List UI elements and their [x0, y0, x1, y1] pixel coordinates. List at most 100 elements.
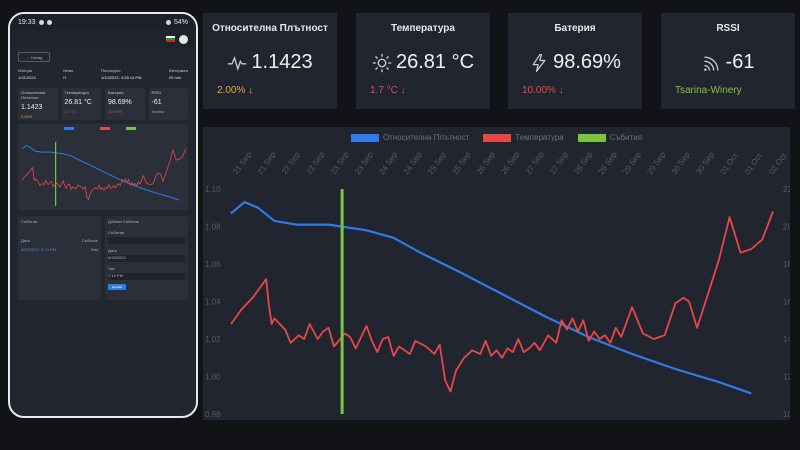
phone-time: 19:33: [18, 18, 36, 26]
phone-chart-svg: [21, 127, 187, 206]
phone-legend-swatch: [64, 127, 74, 130]
x-tick-label: 21 Sep: [231, 150, 253, 176]
phone-battery: 54%: [173, 18, 188, 26]
events-title: Събития: [21, 219, 38, 224]
density-card: Относителна Плътност 1.1423 2.00% ↓: [203, 13, 337, 109]
y-left-tick-label: 1.06: [205, 260, 221, 269]
main-chart: Относителна Плътност Температура Събития…: [203, 127, 792, 420]
y-right-tick-label: 16: [783, 298, 790, 307]
phone-screenshot: 19:33 54% ← Назад Избери 1/31/2022 Ниво H …: [8, 12, 198, 418]
x-tick-label: 01 Oct: [743, 151, 764, 176]
phone-info-item: Интервал 20 min: [168, 68, 188, 80]
sun-icon: [372, 53, 392, 72]
battery-bolt-icon: [532, 53, 546, 72]
temperature-series-line: [21, 148, 187, 200]
battery-card: Батерия 98.69% 10.00% ↓: [508, 13, 642, 109]
y-right-tick-label: 18: [783, 260, 790, 269]
chart-svg: 1.10 1.08 1.06 1.04 1.02 1.00 0.98 22 20 18 16 14 12…: [205, 150, 792, 419]
y-right-tick-label: 20: [783, 223, 790, 232]
card-title: Температура: [391, 23, 455, 34]
x-tick-label: 21 Sep: [256, 150, 278, 176]
y-right-tick-label: 14: [783, 335, 790, 344]
card-value: 98.69%: [508, 51, 642, 74]
x-tick-label: 26 Sep: [499, 150, 521, 176]
notification-icon: [46, 19, 52, 25]
flag-icon[interactable]: [166, 36, 175, 42]
phone-card: Относителна Плътност 1.1423 2.00%: [18, 88, 58, 120]
card-value: 26.81 °C: [356, 51, 490, 74]
waveform-icon: [228, 55, 247, 71]
x-tick-label: 22 Sep: [280, 150, 302, 176]
card-value: 1.1423: [203, 51, 337, 74]
date-input[interactable]: 9/25/2022: [108, 255, 185, 262]
temperature-series-line: [230, 211, 774, 393]
signal-icon: [165, 19, 171, 25]
phone-chart: [18, 124, 188, 210]
y-left-tick-label: 1.10: [205, 185, 221, 194]
phone-info-item: Избери 1/31/2022: [18, 68, 36, 80]
x-tick-label: 30 Sep: [694, 150, 716, 176]
y-left-tick-label: 0.98: [205, 410, 221, 419]
card-change: 2.00% ↓: [217, 85, 254, 96]
avatar[interactable]: [179, 34, 188, 44]
phone-app-header: [10, 30, 196, 48]
phone-bottom-panels: Събития Дата Събитие 9/25/2022, 5:13 PM Te…: [10, 210, 196, 300]
add-event-title: Добави Събитие: [108, 219, 140, 224]
legend-item[interactable]: Температура: [483, 133, 564, 142]
phone-add-event-panel: Добави Събитие Събитие Дата 9/25/2022 Ча…: [105, 216, 188, 300]
phone-card: Батерия 98.69% 10.00%: [105, 88, 145, 120]
y-left-tick-label: 1.00: [205, 373, 221, 382]
x-tick-label: 26 Sep: [475, 150, 497, 176]
x-tick-label: 01 Oct: [719, 151, 740, 176]
x-tick-label: 23 Sep: [353, 150, 375, 176]
card-title: Батерия: [554, 23, 596, 34]
legend-item[interactable]: Събития: [577, 133, 642, 142]
x-tick-label: 30 Sep: [670, 150, 692, 176]
card-value: -61: [661, 51, 795, 74]
x-tick-label: 29 Sep: [645, 150, 667, 176]
card-change: 1.7 °C ↓: [370, 85, 406, 96]
x-tick-label: 25 Sep: [426, 150, 448, 176]
phone-legend-swatch: [100, 127, 110, 130]
x-tick-label: 29 Sep: [621, 150, 643, 176]
table-row[interactable]: 9/25/2022, 5:13 PM Test: [21, 247, 98, 252]
y-right-tick-label: 10: [783, 410, 790, 419]
notification-icon: [38, 19, 44, 25]
phone-back-button[interactable]: ← Назад: [18, 52, 50, 62]
phone-events-panel: Събития Дата Събитие 9/25/2022, 5:13 PM Te…: [18, 216, 101, 300]
time-input[interactable]: 7:15 PM: [108, 273, 185, 280]
add-event-button[interactable]: Добави: [108, 284, 126, 290]
x-tick-label: 23 Sep: [329, 150, 351, 176]
phone-info-item: Ниво H: [63, 68, 74, 80]
legend-item[interactable]: Относителна Плътност: [350, 133, 469, 142]
phone-info-item: Последно 1/10/2022, 4:28:14 PM: [100, 68, 142, 80]
phone-legend-swatch: [126, 127, 136, 130]
phone-cards: Относителна Плътност 1.1423 2.00% Температ…: [10, 82, 196, 120]
y-left-tick-label: 1.02: [205, 335, 221, 344]
y-right-tick-label: 22: [783, 185, 790, 194]
card-change: Tsarina-Winery: [675, 85, 742, 96]
wifi-signal-icon: [703, 56, 719, 71]
phone-info-row: Избери 1/31/2022 Ниво H Последно 1/10/2022,…: [10, 66, 196, 82]
x-tick-label: 22 Sep: [304, 150, 326, 176]
y-left-tick-label: 1.08: [205, 223, 221, 232]
x-tick-label: 27 Sep: [548, 150, 570, 176]
x-tick-label: 27 Sep: [524, 150, 546, 176]
y-right-tick-label: 12: [783, 373, 790, 382]
phone-status-bar: 19:33 54%: [10, 14, 196, 30]
x-tick-label: 24 Sep: [402, 150, 424, 176]
x-tick-label: 25 Sep: [451, 150, 473, 176]
card-title: Относителна Плътност: [212, 23, 328, 34]
temperature-card: Температура 26.81 °C 1.7 °C ↓: [356, 13, 490, 109]
phone-card: RSSI -61 Tsarina: [148, 88, 188, 120]
event-input[interactable]: [108, 237, 185, 244]
density-series-line: [21, 145, 180, 201]
x-tick-label: 02 Oct: [767, 151, 788, 176]
x-tick-label: 28 Sep: [597, 150, 619, 176]
card-change: 10.00% ↓: [522, 85, 564, 96]
phone-card: Температура 26.81 °C 1.7 °C: [61, 88, 101, 120]
field-label: Събитие: [108, 230, 125, 235]
rssi-card: RSSI -61 Tsarina-Winery: [661, 13, 795, 109]
density-series-line: [230, 200, 752, 395]
events-header: Дата Събитие: [21, 238, 98, 243]
